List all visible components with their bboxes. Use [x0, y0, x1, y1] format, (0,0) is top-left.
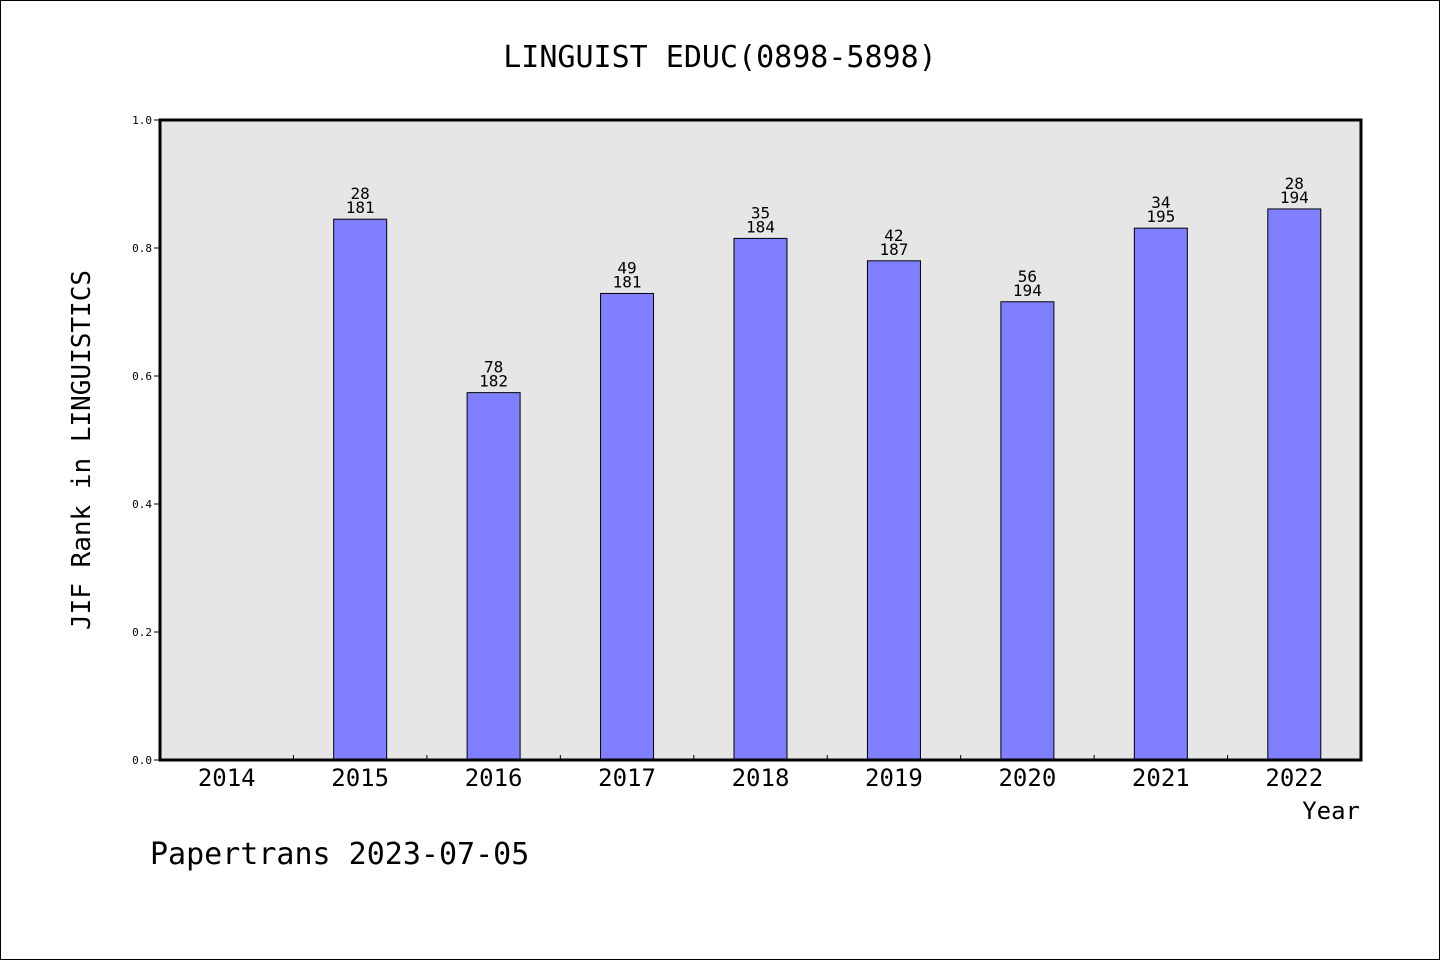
y-axis-label: JIF Rank in LINGUISTICS [67, 270, 97, 630]
y-tick-label: 0.8 [132, 242, 152, 255]
y-tick-label: 0.4 [132, 498, 152, 511]
bar-rank-label: 49 [617, 258, 636, 277]
x-tick-label: 2016 [465, 764, 523, 792]
x-axis-label: Year [1302, 797, 1360, 825]
bar-rank-label: 28 [1285, 174, 1304, 193]
bar-rank-label: 78 [484, 358, 503, 377]
y-tick-label: 0.2 [132, 626, 152, 639]
bar-rank-label: 35 [751, 203, 770, 222]
bar-total-label: 195 [1146, 207, 1175, 226]
x-tick-label: 2017 [598, 764, 656, 792]
x-tick-label: 2015 [331, 764, 389, 792]
bar-2018 [733, 237, 788, 761]
bar-rank-label: 34 [1151, 193, 1170, 212]
y-tick-label: 0.0 [132, 754, 152, 767]
y-tick-label: 1.0 [132, 114, 152, 127]
bar-2015 [333, 218, 388, 761]
bar-2016 [466, 392, 521, 761]
bar-total-label: 181 [613, 272, 642, 291]
chart-title: LINGUIST EDUC(0898-5898) [503, 40, 936, 75]
bar-total-label: 182 [479, 372, 508, 391]
x-tick-label: 2021 [1132, 764, 1190, 792]
bar-total-label: 181 [346, 198, 375, 217]
bar-2021 [1133, 227, 1188, 761]
bar-rank-label: 56 [1018, 267, 1037, 286]
x-tick-label: 2022 [1265, 764, 1323, 792]
x-tick-label: 2014 [198, 764, 256, 792]
bar-total-label: 194 [1280, 188, 1309, 207]
x-tick-label: 2018 [732, 764, 790, 792]
bar-2017 [600, 292, 655, 761]
bar-2020 [1000, 301, 1055, 761]
bar-total-label: 184 [746, 217, 775, 236]
plot-border [158, 118, 1363, 762]
x-tick-label: 2020 [998, 764, 1056, 792]
bar-2022 [1267, 208, 1322, 761]
bar-rank-label: 28 [351, 184, 370, 203]
bar-total-label: 194 [1013, 281, 1042, 300]
y-tick-label: 0.6 [132, 370, 152, 383]
x-tick-label: 2019 [865, 764, 923, 792]
bar-2019 [866, 260, 921, 761]
bar-total-label: 187 [879, 240, 908, 259]
bar-rank-label: 42 [884, 226, 903, 245]
footer-credit: Papertrans 2023-07-05 [150, 837, 529, 872]
